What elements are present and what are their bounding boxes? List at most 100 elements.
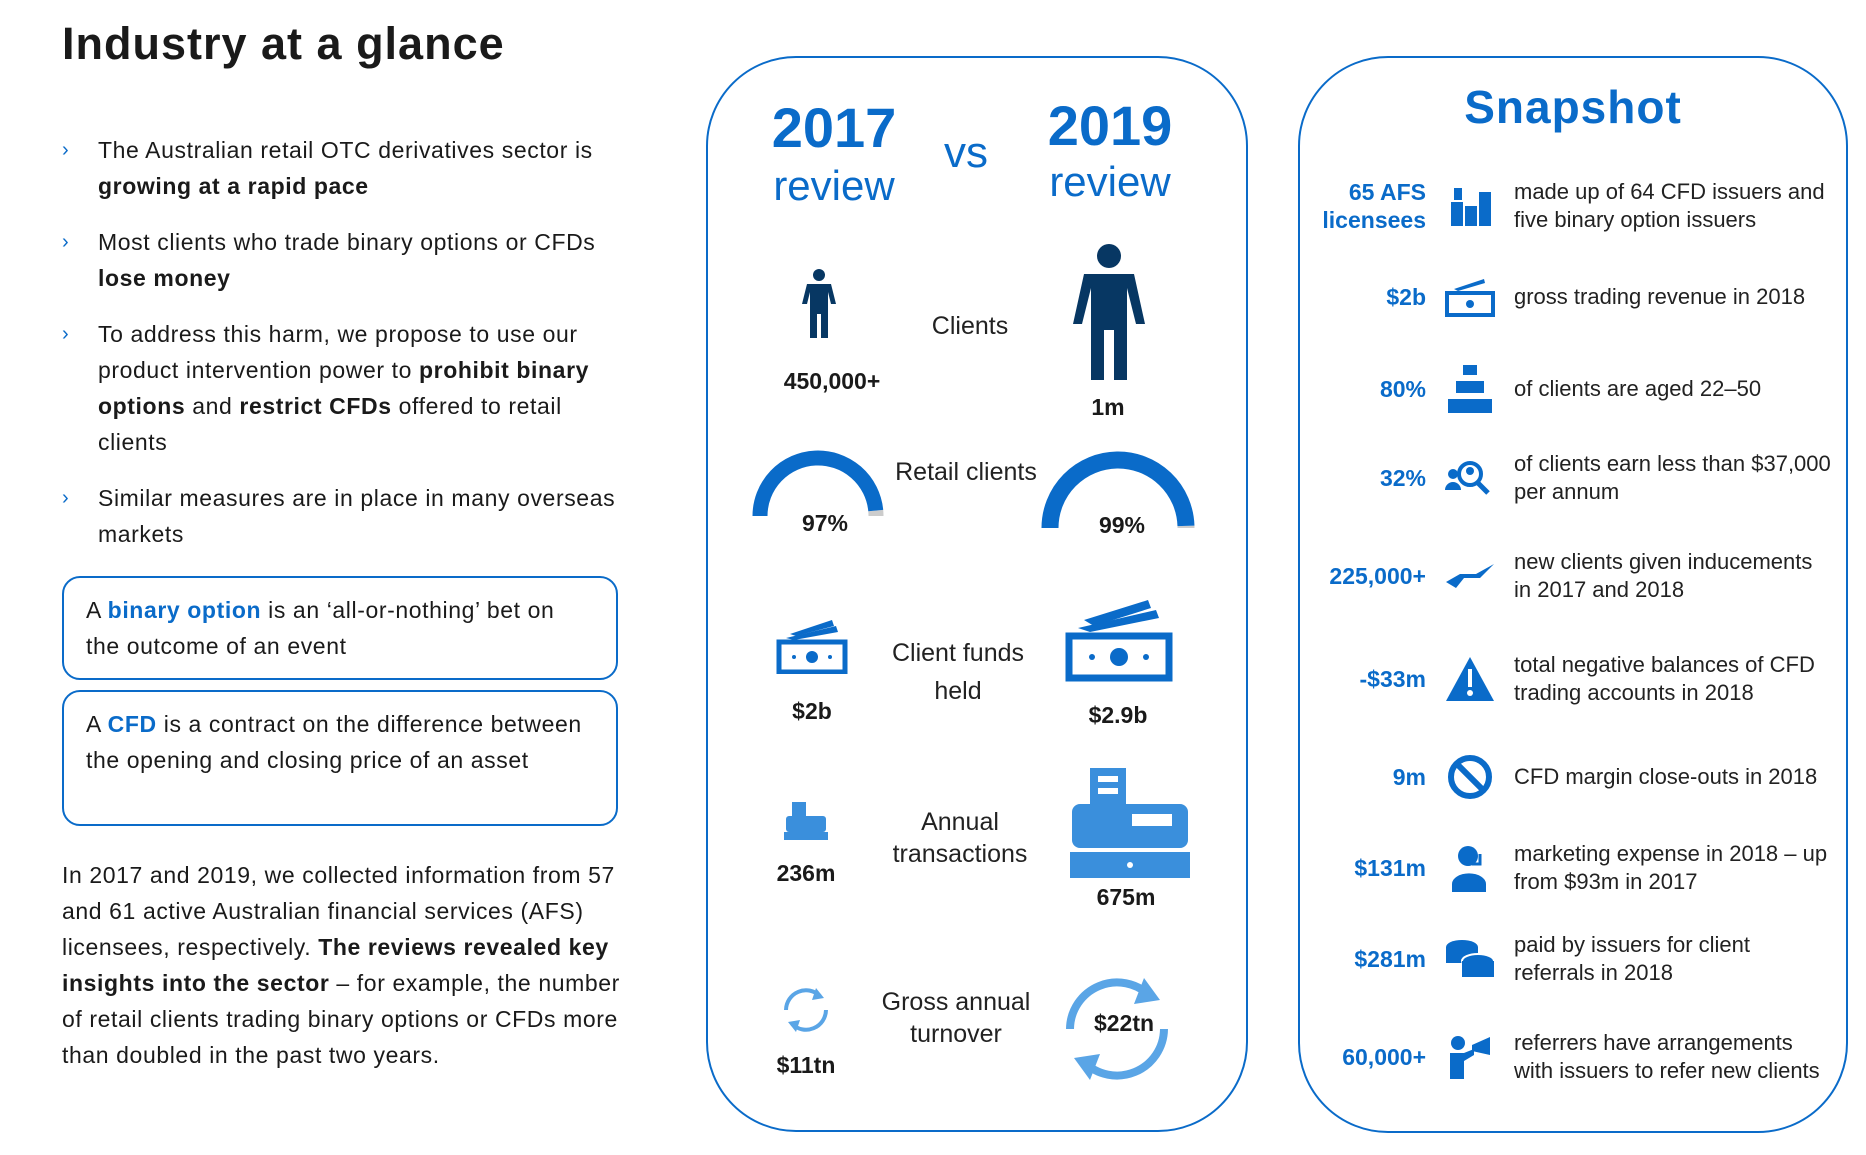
- bullet-item: › Similar measures are in place in many o…: [62, 480, 622, 552]
- transactions-2019-value: 675m: [1096, 884, 1156, 910]
- bullet-list: › The Australian retail OTC derivatives s…: [62, 132, 622, 572]
- snapshot-item: $281m paid by issuers for client referral…: [1310, 929, 1840, 989]
- person-large-icon: [1073, 244, 1145, 380]
- cash-register-large-icon: [1070, 768, 1190, 878]
- gauge-fill: [1041, 451, 1195, 529]
- definition-text: A: [86, 597, 108, 623]
- snapshot-item: 60,000+ referrers have arrangements with …: [1310, 1027, 1840, 1087]
- clients-label: Clients: [931, 312, 1009, 340]
- buildings-icon: [1426, 186, 1514, 226]
- snapshot-item: $2b gross trading revenue in 2018: [1310, 267, 1840, 327]
- snapshot-value: $2b: [1386, 284, 1426, 310]
- vs-label: vs: [944, 128, 988, 177]
- coins-icon: [1426, 937, 1514, 981]
- snapshot-text: made up of 64 CFD issuers and five binar…: [1514, 179, 1825, 232]
- hand-icon: [1426, 562, 1514, 590]
- people-search-icon: [1426, 458, 1514, 498]
- snapshot-item: -$33m total negative balances of CFD trad…: [1310, 649, 1840, 709]
- bullet-item: › The Australian retail OTC derivatives s…: [62, 132, 622, 204]
- snapshot-text: gross trading revenue in 2018: [1514, 284, 1806, 309]
- snapshot-text: of clients earn less than $37,000 per an…: [1514, 451, 1831, 504]
- bullet-text: To address this harm, we propose to use …: [98, 321, 578, 383]
- snapshot-value: $281m: [1354, 946, 1426, 972]
- refresh-small-icon: [784, 988, 828, 1032]
- definition-box-binary-option: A binary option is an ‘all-or-nothing’ b…: [62, 576, 618, 680]
- chevron-right-icon: ›: [62, 231, 70, 253]
- gauge-2017: [752, 450, 884, 517]
- warning-icon: [1426, 655, 1514, 703]
- page-title: Industry at a glance: [62, 18, 505, 69]
- gauge-2019: [1041, 451, 1195, 529]
- comparison-panel: [706, 56, 1248, 1132]
- clients-2019-value: 1m: [1091, 394, 1125, 420]
- snapshot-value: 65 AFS licensees: [1322, 179, 1426, 233]
- cash-register-small-icon: [784, 802, 828, 840]
- turnover-2017-value: $11tn: [776, 1052, 836, 1078]
- definition-text: A: [86, 711, 108, 737]
- paragraph-bold: The reviews revealed key insights into t…: [62, 934, 609, 996]
- chevron-right-icon: ›: [62, 323, 70, 345]
- crowd-icon: [1426, 363, 1514, 415]
- snapshot-item: $131m marketing expense in 2018 – up from…: [1310, 838, 1840, 898]
- snapshot-value: 9m: [1392, 764, 1426, 790]
- snapshot-value: 32%: [1379, 465, 1426, 491]
- snapshot-text: marketing expense in 2018 – up from $93m…: [1514, 841, 1828, 894]
- paragraph-text: In 2017 and 2019, we collected informati…: [62, 862, 615, 960]
- bullet-bold: prohibit binary options: [98, 357, 590, 419]
- transactions-2017-value: 236m: [776, 860, 836, 886]
- definition-box-cfd: A CFD is a contract on the difference be…: [62, 690, 618, 826]
- bullet-item: › To address this harm, we propose to use…: [62, 316, 622, 460]
- snapshot-item: 80% of clients are aged 22–50: [1310, 359, 1840, 419]
- cash-large-icon: [1065, 600, 1173, 682]
- annual-transactions-label: Annual transactions: [892, 808, 1028, 868]
- bullet-text: Most clients who trade binary options or…: [98, 229, 596, 255]
- retail-2019-value: 99%: [1098, 512, 1146, 538]
- bullet-bold: growing at a rapid pace: [98, 173, 369, 199]
- year-2017: 2017: [771, 96, 897, 159]
- snapshot-text: new clients given inducements in 2017 an…: [1514, 549, 1813, 602]
- refresh-large-icon: [1066, 978, 1168, 1080]
- chevron-right-icon: ›: [62, 487, 70, 509]
- person-small-icon: [802, 269, 836, 338]
- snapshot-value: 60,000+: [1342, 1044, 1426, 1070]
- snapshot-item: 65 AFS licensees made up of 64 CFD issuer…: [1310, 176, 1840, 236]
- intro-paragraph: In 2017 and 2019, we collected informati…: [62, 857, 622, 1073]
- snapshot-value: $131m: [1354, 855, 1426, 881]
- review-label-2019: review: [1049, 158, 1171, 205]
- snapshot-item: 32% of clients earn less than $37,000 per…: [1310, 448, 1840, 508]
- clients-2017-value: 450,000+: [783, 368, 881, 394]
- snapshot-text: CFD margin close-outs in 2018: [1514, 764, 1818, 789]
- paragraph-text: – for example, the number of retail clie…: [62, 970, 620, 1068]
- client-funds-label: Client funds held: [891, 639, 1025, 705]
- definition-text: is a contract on the difference between …: [86, 711, 582, 773]
- bullet-item: › Most clients who trade binary options o…: [62, 224, 622, 296]
- bullet-bold: lose money: [98, 265, 231, 291]
- prohibited-icon: [1426, 753, 1514, 801]
- bullet-text: Similar measures are in place in many ov…: [98, 485, 616, 547]
- snapshot-value: 80%: [1379, 376, 1426, 402]
- snapshot-item: 9m CFD margin close-outs in 2018: [1310, 747, 1840, 807]
- snapshot-text: of clients are aged 22–50: [1514, 376, 1762, 401]
- review-label-2017: review: [773, 162, 895, 209]
- definition-term: binary option: [107, 597, 262, 623]
- bullet-text: The Australian retail OTC derivatives se…: [98, 137, 593, 163]
- headset-person-icon: [1426, 844, 1514, 892]
- bullet-bold: restrict CFDs: [239, 393, 392, 419]
- funds-2019-value: $2.9b: [1088, 702, 1148, 728]
- snapshot-value: -$33m: [1359, 666, 1426, 692]
- snapshot-value: 225,000+: [1329, 563, 1426, 589]
- retail-clients-label: Retail clients: [895, 458, 1037, 486]
- bullet-text: and: [185, 393, 240, 419]
- funds-2017-value: $2b: [792, 698, 832, 724]
- definition-text: is an ‘all-or-nothing’ bet on the outcom…: [86, 597, 555, 659]
- bullet-text: offered to retail clients: [98, 393, 562, 455]
- definition-term: CFD: [107, 711, 157, 737]
- megaphone-person-icon: [1426, 1035, 1514, 1079]
- chevron-right-icon: ›: [62, 139, 70, 161]
- cash-small-icon: [776, 620, 848, 674]
- gross-turnover-label: Gross annual turnover: [881, 988, 1031, 1048]
- retail-2017-value: 97%: [801, 510, 849, 536]
- snapshot-panel: [1298, 56, 1848, 1133]
- cash-icon: [1426, 277, 1514, 317]
- snapshot-text: referrers have arrangements with issuers…: [1514, 1030, 1820, 1083]
